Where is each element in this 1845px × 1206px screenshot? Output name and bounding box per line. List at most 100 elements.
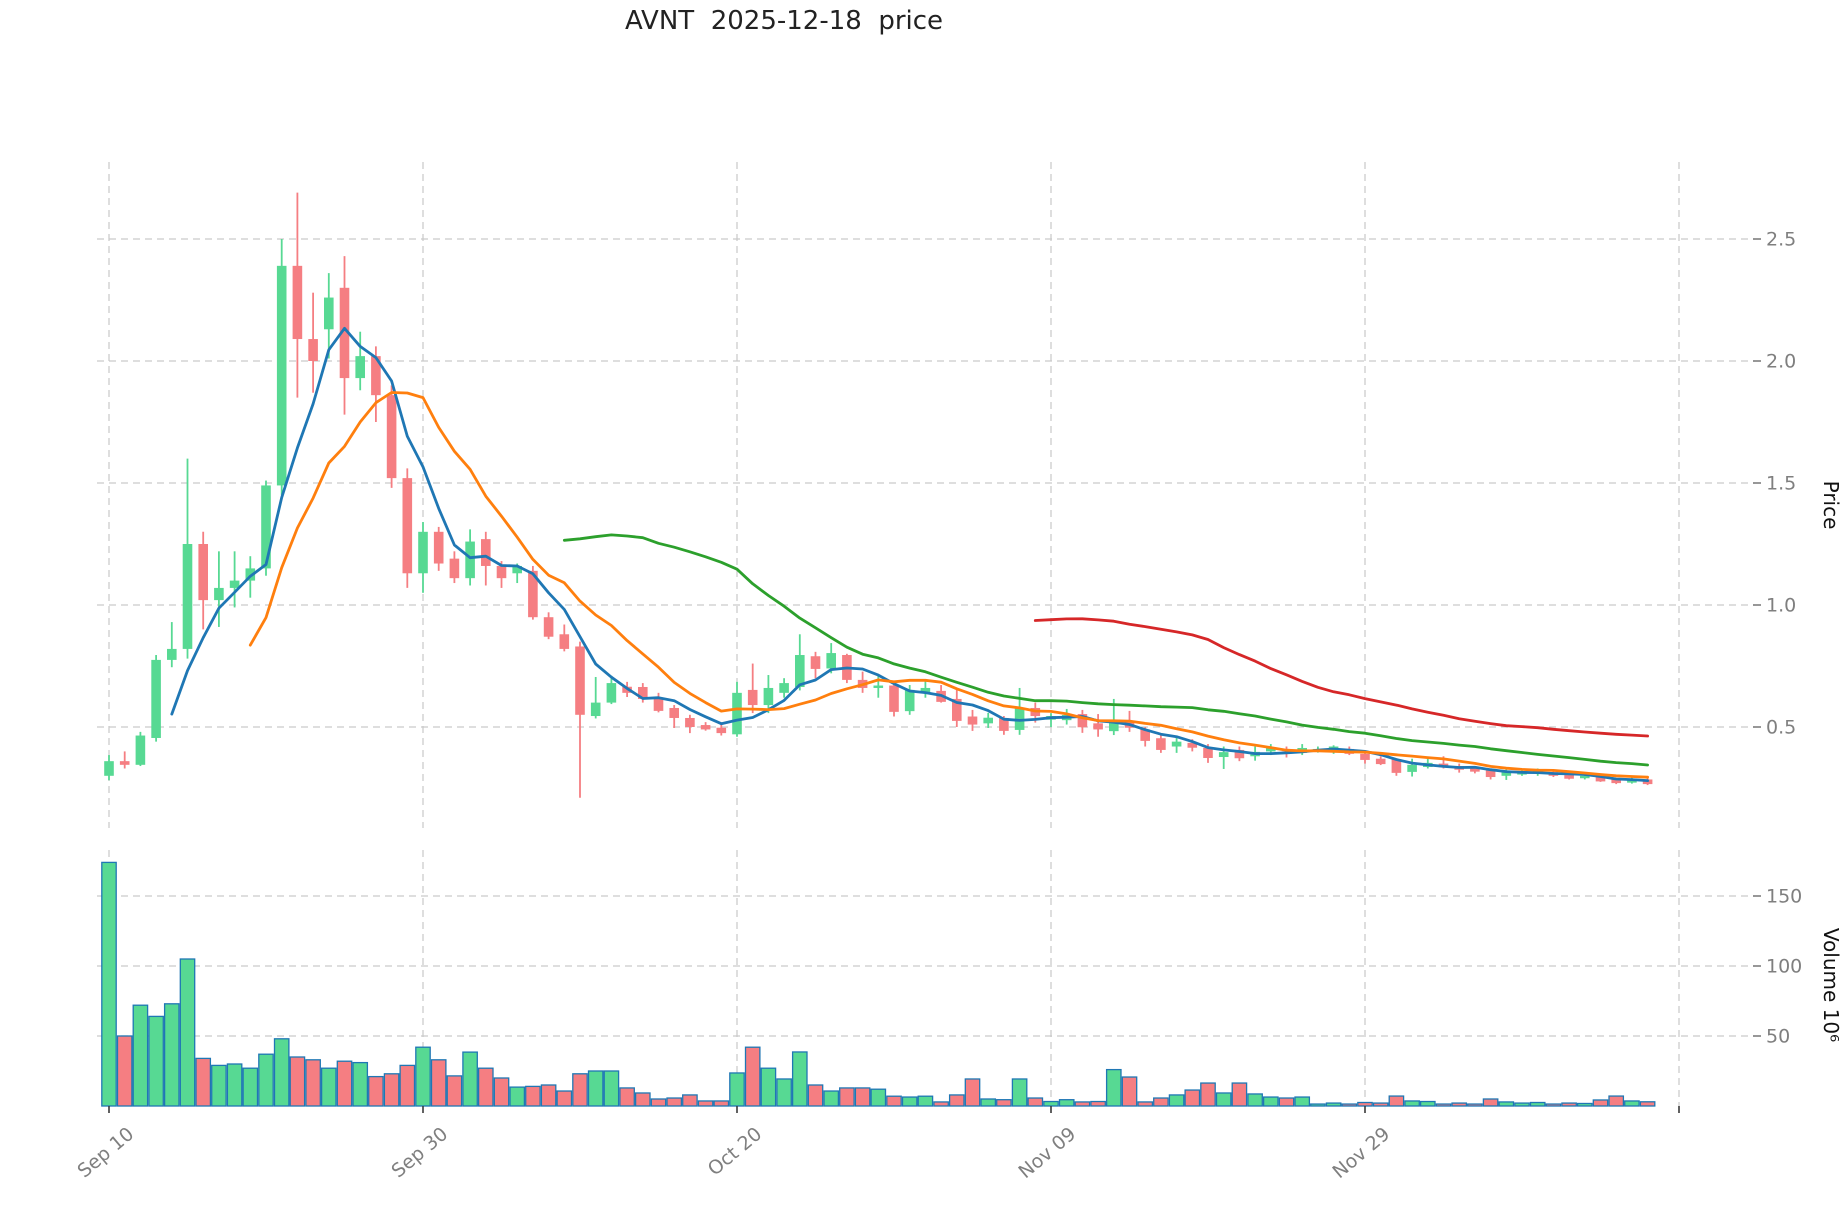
candle-body — [1093, 723, 1103, 730]
candle-body — [795, 655, 805, 687]
volume-bar — [430, 1059, 447, 1107]
volume-bar — [870, 1088, 887, 1107]
volume-bar — [179, 958, 196, 1107]
candle-body — [308, 339, 318, 361]
candle-body — [135, 735, 146, 765]
candle-body — [606, 683, 617, 703]
volume-bar — [556, 1090, 573, 1107]
volume-bar — [1262, 1096, 1279, 1107]
volume-bar — [760, 1067, 777, 1107]
candle-body — [496, 565, 507, 579]
candle-body — [575, 646, 585, 715]
candle-body — [1140, 729, 1150, 741]
candle-body — [512, 565, 522, 574]
volume-bar — [634, 1092, 651, 1107]
candle-body — [763, 687, 774, 706]
volume-bar — [964, 1078, 981, 1107]
price-tick-label: 2.5 — [1766, 229, 1796, 251]
volume-bar — [823, 1090, 840, 1107]
candle-body — [716, 727, 727, 734]
volume-bar — [336, 1060, 353, 1107]
candle-body — [229, 580, 240, 588]
candle-body — [1580, 775, 1590, 779]
volume-bar — [682, 1094, 698, 1107]
volume-bar — [1011, 1078, 1028, 1107]
volume-bar — [1043, 1100, 1059, 1107]
volume-bar — [1247, 1093, 1263, 1107]
candle-body — [779, 683, 789, 693]
volume-bar — [933, 1101, 949, 1107]
volume-bar — [807, 1084, 824, 1107]
candle-body — [1564, 775, 1574, 779]
volume-bar — [163, 1003, 180, 1107]
chart-title: AVNT 2025-12-18 price — [624, 6, 944, 36]
volume-bar — [540, 1084, 557, 1107]
candle-body — [1595, 777, 1606, 782]
candle-body — [1470, 768, 1480, 772]
date-tick-label: Oct 20 — [704, 1123, 766, 1180]
volume-bar — [744, 1046, 761, 1107]
volume-bar — [1561, 1102, 1577, 1107]
volume-bar — [948, 1094, 965, 1107]
gridlines — [97, 162, 1755, 1106]
candle-body — [1611, 779, 1621, 784]
candle-body — [653, 698, 664, 711]
candle-body — [967, 716, 978, 725]
candle-body — [433, 531, 444, 564]
candle-body — [481, 539, 491, 566]
volume-bar — [1153, 1097, 1169, 1107]
candle-body — [214, 587, 224, 601]
candle-body — [732, 692, 742, 735]
volume-bar — [1231, 1082, 1248, 1107]
volume-bar — [1482, 1098, 1499, 1107]
volume-bar — [1592, 1099, 1609, 1107]
volume-bar — [1372, 1102, 1389, 1107]
volume-bar — [446, 1075, 463, 1107]
volume-bar — [305, 1059, 321, 1107]
candle-body — [1360, 753, 1370, 760]
volume-bar — [1514, 1102, 1530, 1107]
ma-line-ma5 — [170, 326, 1649, 782]
volume-bar — [886, 1095, 902, 1107]
volume-bar — [525, 1085, 541, 1107]
candle-body — [1171, 741, 1182, 747]
candle-body — [1391, 759, 1402, 773]
volume-bar — [996, 1099, 1012, 1107]
volume-bar — [1121, 1076, 1138, 1107]
candle-body — [1501, 772, 1512, 776]
volume-bar — [1357, 1101, 1373, 1107]
price-tick-label: 1.5 — [1766, 473, 1796, 495]
candle-body — [386, 395, 397, 479]
volume-bar — [1074, 1101, 1091, 1107]
volume-bar — [1529, 1101, 1546, 1107]
candle-body — [559, 634, 570, 649]
volume-bar — [1388, 1095, 1405, 1107]
volume-bar — [603, 1070, 620, 1107]
volume-bar — [1545, 1103, 1562, 1107]
candle-body — [339, 287, 350, 379]
volume-bar — [1576, 1102, 1593, 1107]
volume-bar — [211, 1064, 227, 1107]
candle-body — [1266, 747, 1276, 752]
volume-bar — [1310, 1103, 1326, 1107]
volume-bar — [1341, 1103, 1358, 1107]
candle-body — [1203, 747, 1213, 758]
candle-body — [889, 685, 899, 712]
volume-bar — [368, 1075, 384, 1107]
candle-body — [1485, 770, 1496, 778]
candle-body — [119, 761, 130, 765]
candle-body — [449, 558, 460, 579]
volume-bar — [1325, 1102, 1342, 1107]
volume-tick-label: 150 — [1766, 886, 1802, 908]
candle-body — [465, 541, 475, 579]
candle-body — [590, 702, 601, 717]
candle-body — [1156, 738, 1166, 750]
ma-line-ma30 — [562, 533, 1649, 767]
candle-body — [685, 717, 695, 727]
volume-bar — [289, 1056, 306, 1107]
volume-bar — [1184, 1089, 1201, 1107]
volume-bar — [1451, 1102, 1468, 1107]
volume-bar — [1608, 1095, 1625, 1107]
volume-bar — [399, 1064, 416, 1107]
